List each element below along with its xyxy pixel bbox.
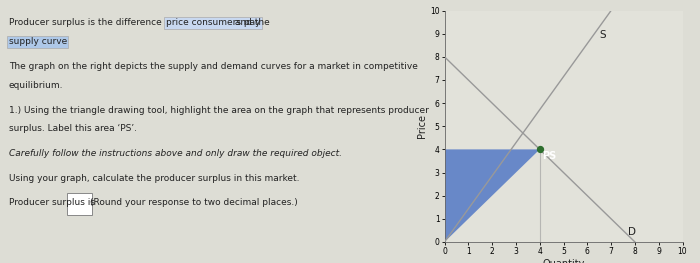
Text: surplus. Label this area ‘PS’.: surplus. Label this area ‘PS’. (8, 124, 136, 133)
Text: and the: and the (232, 18, 270, 27)
Text: S: S (599, 30, 605, 40)
Text: D: D (628, 227, 636, 237)
Text: The graph on the right depicts the supply and demand curves for a market in comp: The graph on the right depicts the suppl… (8, 62, 417, 71)
Text: Using your graph, calculate the producer surplus in this market.: Using your graph, calculate the producer… (8, 174, 299, 183)
X-axis label: Quantity: Quantity (542, 259, 584, 263)
Text: Producer surplus is the difference between the: Producer surplus is the difference betwe… (8, 18, 225, 27)
FancyBboxPatch shape (66, 193, 92, 215)
Polygon shape (444, 149, 540, 242)
Text: equilibrium.: equilibrium. (8, 81, 63, 90)
Text: 1.) Using the triangle drawing tool, highlight the area on the graph that repres: 1.) Using the triangle drawing tool, hig… (8, 105, 428, 114)
Text: Carefully follow the instructions above and only draw the required object.: Carefully follow the instructions above … (8, 149, 342, 158)
Point (534, 147, 545, 151)
Text: PS: PS (542, 151, 557, 161)
Text: supply curve: supply curve (8, 37, 67, 46)
Text: Producer surplus is: Producer surplus is (8, 198, 95, 207)
Text: (Round your response to two decimal places.): (Round your response to two decimal plac… (90, 198, 298, 207)
Y-axis label: Price: Price (417, 114, 427, 138)
Text: price consumers pay: price consumers pay (166, 18, 260, 27)
